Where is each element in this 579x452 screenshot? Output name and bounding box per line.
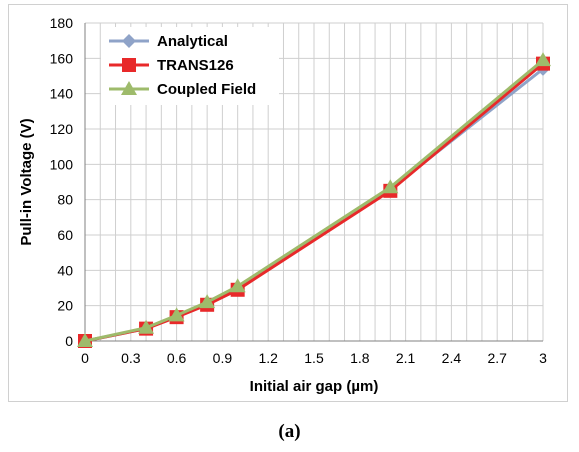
- x-tick-label: 1.8: [350, 350, 370, 366]
- legend-marker: [122, 34, 136, 48]
- data-point: [138, 319, 155, 334]
- legend: Analytical TRANS126 Coupled Field: [101, 27, 279, 105]
- y-tick-label: 140: [50, 86, 74, 102]
- data-point: [168, 307, 185, 322]
- series-layer: [77, 52, 551, 348]
- x-tick-label: 2.1: [396, 350, 416, 366]
- y-tick-labels: 0 20 40 60 80 100 120 140 160 180: [50, 15, 74, 349]
- legend-item: Coupled Field: [109, 81, 256, 98]
- data-point: [382, 179, 399, 194]
- legend-label: Coupled Field: [157, 81, 256, 98]
- data-point: [77, 333, 93, 347]
- y-tick-label: 0: [65, 333, 73, 349]
- x-tick-label: 0.9: [213, 350, 233, 366]
- data-point: [535, 52, 551, 67]
- x-axis-title: Initial air gap (µm): [250, 378, 379, 395]
- legend-marker: [121, 81, 137, 95]
- y-axis-title: Pull-in Voltage (V): [18, 118, 35, 245]
- line-chart: 0 0.3 0.6 0.9 1.2 1.5 1.8 2.1 2.4 2.7 3 0 20 40 60 80 1…: [18, 15, 551, 395]
- x-tick-label: 1.5: [304, 350, 324, 366]
- data-point: [229, 278, 246, 293]
- x-tick-label: 1.2: [258, 350, 278, 366]
- y-tick-label: 100: [50, 156, 74, 172]
- x-tick-label: 0.3: [121, 350, 141, 366]
- x-tick-labels: 0 0.3 0.6 0.9 1.2 1.5 1.8 2.1 2.4 2.7 3: [81, 350, 547, 366]
- legend-item: TRANS126: [109, 57, 234, 74]
- legend-marker: [122, 58, 136, 72]
- y-tick-label: 120: [50, 121, 74, 137]
- legend-label: Analytical: [157, 33, 228, 50]
- legend-item: Analytical: [109, 33, 228, 50]
- x-tick-label: 0.6: [167, 350, 187, 366]
- figure-caption: (a): [278, 421, 301, 442]
- y-tick-label: 160: [50, 50, 74, 66]
- legend-label: TRANS126: [157, 57, 234, 74]
- series-coupled-field: [77, 52, 551, 347]
- y-tick-label: 180: [50, 15, 74, 31]
- data-point: [199, 294, 216, 309]
- chart-frame: 0 0.3 0.6 0.9 1.2 1.5 1.8 2.1 2.4 2.7 3 0 20 40 60 80 1…: [8, 4, 568, 402]
- axes: [84, 23, 543, 342]
- y-tick-label: 80: [57, 192, 73, 208]
- x-tick-label: 0: [81, 350, 89, 366]
- x-tick-label: 2.4: [442, 350, 462, 366]
- y-tick-label: 60: [57, 227, 73, 243]
- y-tick-label: 20: [57, 298, 73, 314]
- x-tick-label: 2.7: [487, 350, 507, 366]
- y-tick-label: 40: [57, 262, 73, 278]
- x-tick-label: 3: [539, 350, 547, 366]
